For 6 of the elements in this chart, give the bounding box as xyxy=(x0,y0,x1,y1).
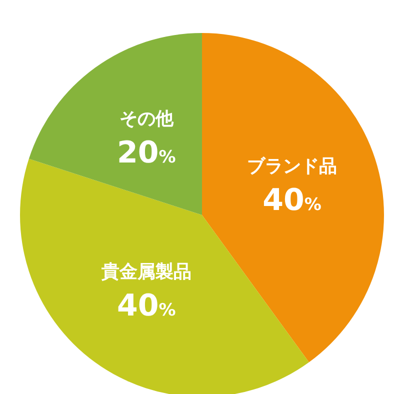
data-label: 40% xyxy=(116,288,176,324)
data-label: 20% xyxy=(116,135,176,170)
data-label: 40% xyxy=(262,182,322,218)
slice-label: その他 xyxy=(119,108,174,130)
slice-label: 貴金属製品 xyxy=(100,262,192,283)
slice-label: ブランド品 xyxy=(247,156,338,177)
